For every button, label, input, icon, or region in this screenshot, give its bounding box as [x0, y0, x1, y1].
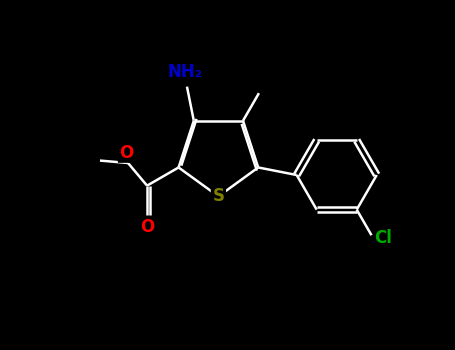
Text: S: S [212, 187, 224, 205]
Text: NH₂: NH₂ [167, 63, 202, 81]
Text: Cl: Cl [374, 229, 392, 246]
Text: O: O [119, 144, 133, 162]
Text: O: O [140, 218, 154, 236]
